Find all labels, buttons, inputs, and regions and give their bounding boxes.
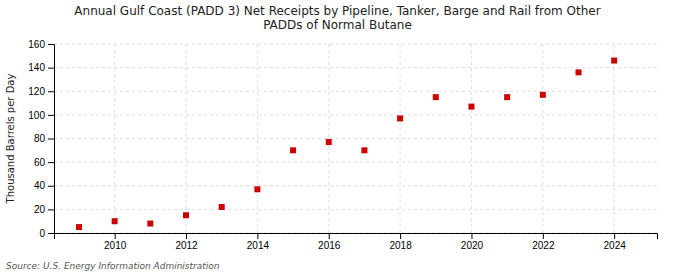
tick-label: 120	[28, 86, 45, 97]
point	[183, 212, 189, 218]
tick-label: 2012	[175, 240, 198, 251]
grid-line-x	[328, 44, 329, 233]
tick-mark	[543, 233, 544, 239]
tick-mark	[48, 209, 54, 210]
tick: 100	[28, 110, 54, 121]
grid-line-y	[54, 44, 657, 45]
tick-label: 0	[39, 228, 45, 239]
grid-line-y	[54, 114, 657, 115]
y-axis: 0 20 40 60 80 100 120 140 160	[28, 39, 54, 239]
tick: 0	[39, 228, 54, 239]
tick-mark	[48, 139, 54, 140]
tick: 2018	[389, 233, 412, 251]
title: Annual Gulf Coast (PADD 3) Net Receipts …	[74, 4, 600, 32]
point	[290, 147, 296, 153]
tick-label: 20	[34, 204, 46, 215]
tick-mark	[115, 233, 116, 239]
point	[611, 58, 617, 64]
tick-mark	[48, 44, 54, 45]
tick: 2020	[461, 233, 484, 251]
tick-mark	[48, 162, 54, 163]
tick-label: 2016	[318, 240, 341, 251]
point	[468, 104, 474, 110]
tick-label: 2020	[461, 240, 484, 251]
axis-line	[55, 234, 658, 240]
tick-label: 2014	[247, 240, 270, 251]
tick-label: 40	[34, 180, 46, 191]
tick: 80	[34, 133, 54, 144]
grid-line-y	[54, 138, 657, 139]
tick: 120	[28, 86, 54, 97]
tick: 2016	[318, 233, 341, 251]
grid-line-y	[54, 162, 657, 163]
tick-mark	[48, 91, 54, 92]
tick-mark	[48, 233, 54, 234]
tick-label: 60	[34, 157, 46, 168]
tick-mark	[400, 233, 401, 239]
tick: 2012	[175, 233, 198, 251]
x-axis: 2010 2012 2014 2016 2018 2020 2022 2024	[55, 233, 658, 251]
tick-label: 160	[28, 39, 45, 50]
tick: 140	[28, 62, 54, 73]
tick: 2022	[532, 233, 555, 251]
grid-line-x	[114, 44, 115, 233]
title-line: PADDs of Normal Butane	[263, 18, 412, 32]
tick: 40	[34, 180, 54, 191]
tick-label: 2018	[389, 240, 412, 251]
point	[147, 221, 153, 227]
point	[576, 69, 582, 75]
point	[433, 94, 439, 100]
tick: 2014	[247, 233, 270, 251]
tick-mark	[257, 233, 258, 239]
grid-line-x	[186, 44, 187, 233]
grid-line-x	[614, 44, 615, 233]
tick-mark	[48, 115, 54, 116]
grid-line-x	[400, 44, 401, 233]
grid-line-y	[54, 209, 657, 210]
tick-mark	[471, 233, 472, 239]
tick-label: 2010	[104, 240, 127, 251]
tick-label: 2024	[604, 240, 627, 251]
tick-mark	[186, 233, 187, 239]
tick: 2024	[604, 233, 627, 251]
grid-line-x	[542, 44, 543, 233]
tick-label: 140	[28, 62, 45, 73]
source: Source: U.S. Energy Information Administ…	[6, 261, 220, 271]
plot: 2010 2012 2014 2016 2018 2020 2022 2024 0 20 40 60 8…	[28, 39, 657, 251]
point	[254, 186, 260, 192]
point	[397, 115, 403, 121]
tick-mark	[329, 233, 330, 239]
tick: 160	[28, 39, 54, 50]
point	[540, 92, 546, 98]
tick: 2010	[104, 233, 127, 251]
tick-mark	[48, 186, 54, 187]
point	[112, 218, 118, 224]
grid-line-y	[54, 91, 657, 92]
points	[76, 58, 617, 231]
grid	[54, 44, 657, 233]
point	[326, 139, 332, 145]
point	[504, 94, 510, 100]
title-line: Annual Gulf Coast (PADD 3) Net Receipts …	[74, 4, 600, 18]
chart: Annual Gulf Coast (PADD 3) Net Receipts …	[0, 0, 675, 275]
axis-line	[48, 45, 55, 234]
tick: 20	[34, 204, 54, 215]
y-axis-label: Thousand Barrels per Day	[5, 74, 16, 205]
point	[219, 204, 225, 210]
point	[76, 224, 82, 230]
tick-label: 80	[34, 133, 46, 144]
tick-label: 2022	[532, 240, 555, 251]
tick: 60	[34, 157, 54, 168]
tick-mark	[48, 68, 54, 69]
grid-line-y	[54, 67, 657, 68]
tick-label: 100	[28, 110, 45, 121]
grid-line-x	[471, 44, 472, 233]
point	[361, 147, 367, 153]
tick-mark	[614, 233, 615, 239]
grid-line-x	[257, 44, 258, 233]
grid-line-y	[54, 185, 657, 186]
